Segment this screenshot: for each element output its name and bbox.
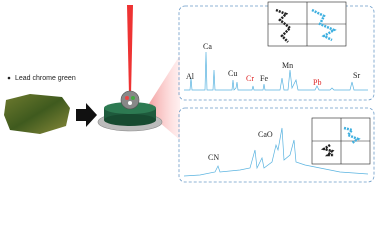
sample-dot (128, 101, 132, 105)
sample-leaf (4, 94, 70, 134)
cluster-black (320, 143, 335, 157)
laser-beam (127, 5, 133, 95)
emission-cone (145, 55, 180, 140)
arrow (76, 103, 97, 127)
spectrum-line (183, 127, 369, 177)
peak-label: Al (186, 72, 195, 81)
stage-bottom (104, 114, 156, 126)
peak-label: Ca (203, 42, 212, 51)
bottom-panel (178, 107, 375, 183)
peak-label: CN (208, 153, 219, 162)
peak-label: Cr (246, 74, 254, 83)
peak-label: Fe (260, 74, 268, 83)
peak-label: Pb (313, 78, 321, 87)
legend-text: Lead chrome green (15, 75, 76, 82)
spectrum-line (184, 51, 368, 91)
peak-label: Cu (228, 69, 237, 78)
figure: Lead chrome green Al Ca Cu Cr Fe Mn Pb S… (4, 1, 375, 183)
cluster-blue (343, 126, 361, 145)
sample-dot (125, 96, 129, 100)
sample-dot (131, 96, 135, 100)
peak-label: Sr (353, 71, 360, 80)
cluster-black (275, 8, 292, 43)
bullet (7, 76, 11, 80)
peak-label: CaO (258, 130, 273, 139)
sample-holder (120, 90, 140, 110)
peak-label: Mn (282, 61, 293, 70)
